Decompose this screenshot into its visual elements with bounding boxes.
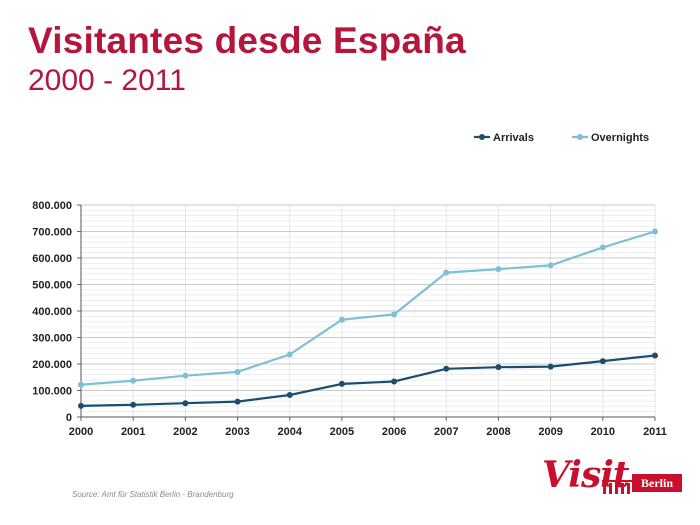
data-point-arrivals — [495, 364, 502, 371]
source-note: Source: Amt für Statistik Berlin - Brand… — [72, 490, 234, 499]
data-point-arrivals — [286, 392, 293, 399]
y-tick-label: 200.000 — [32, 359, 72, 371]
x-tick-label: 2009 — [538, 426, 562, 438]
data-point-arrivals — [234, 398, 241, 405]
data-point-arrivals — [130, 401, 137, 408]
x-tick-label: 2000 — [69, 426, 93, 438]
y-tick-label: 400.000 — [32, 306, 72, 318]
series-line-arrivals — [80, 354, 656, 407]
x-tick-label: 2005 — [330, 426, 354, 438]
data-point-overnights — [547, 262, 554, 269]
data-point-overnights — [286, 351, 293, 358]
data-point-overnights — [338, 316, 345, 323]
logo-berlin-badge: Berlin — [632, 474, 682, 492]
data-point-overnights — [443, 269, 450, 276]
data-point-overnights — [599, 244, 606, 251]
data-point-overnights — [391, 311, 398, 318]
logo-visit-text: Visit — [542, 454, 630, 496]
y-tick-label: 300.000 — [32, 333, 72, 345]
data-point-arrivals — [391, 378, 398, 385]
data-point-arrivals — [547, 363, 554, 370]
chart-grid — [80, 204, 656, 418]
data-point-arrivals — [78, 402, 84, 409]
x-tick-label: 2011 — [643, 426, 667, 438]
y-tick-label: 500.000 — [32, 280, 72, 292]
y-tick-label: 700.000 — [32, 227, 72, 239]
data-point-overnights — [130, 377, 137, 384]
x-tick-label: 2006 — [382, 426, 406, 438]
brandenburg-gate-icon — [602, 480, 632, 494]
x-tick-label: 2007 — [434, 426, 458, 438]
series-line-overnights — [80, 230, 656, 386]
x-tick-label: 2008 — [486, 426, 510, 438]
data-point-overnights — [495, 266, 502, 273]
data-point-overnights — [78, 381, 84, 388]
slide-title: Visitantes desde España — [28, 20, 466, 61]
x-tick-label: 2001 — [121, 426, 145, 438]
y-tick-label: 100.000 — [32, 386, 72, 398]
x-tick-label: 2004 — [277, 426, 302, 438]
x-tick-label: 2010 — [591, 426, 615, 438]
legend-marker-overnights — [577, 134, 583, 140]
visit-berlin-logo: Visit Berlin — [540, 454, 690, 508]
chart-legend: Arrivals Overnights — [474, 132, 649, 144]
x-tick-label: 2003 — [225, 426, 249, 438]
x-tick-label: 2002 — [173, 426, 197, 438]
chart-series — [78, 228, 658, 409]
y-tick-label: 600.000 — [32, 253, 72, 265]
y-tick-label: 800.000 — [32, 200, 72, 212]
data-point-arrivals — [182, 400, 189, 407]
slide-subtitle: 2000 - 2011 — [28, 64, 186, 97]
data-point-overnights — [234, 368, 241, 375]
y-tick-label: 0 — [66, 412, 72, 424]
data-point-arrivals — [443, 365, 450, 372]
data-point-arrivals — [338, 380, 345, 387]
chart-axes: 0 100.000 200.000 300.000 400.000 500.000 600.… — [32, 200, 667, 438]
data-point-arrivals — [599, 358, 606, 365]
legend-label-overnights: Overnights — [591, 132, 649, 144]
data-point-arrivals — [652, 352, 658, 359]
data-point-overnights — [182, 372, 189, 379]
legend-label-arrivals: Arrivals — [493, 132, 534, 144]
data-point-overnights — [652, 228, 658, 235]
legend-marker-arrivals — [479, 134, 485, 140]
